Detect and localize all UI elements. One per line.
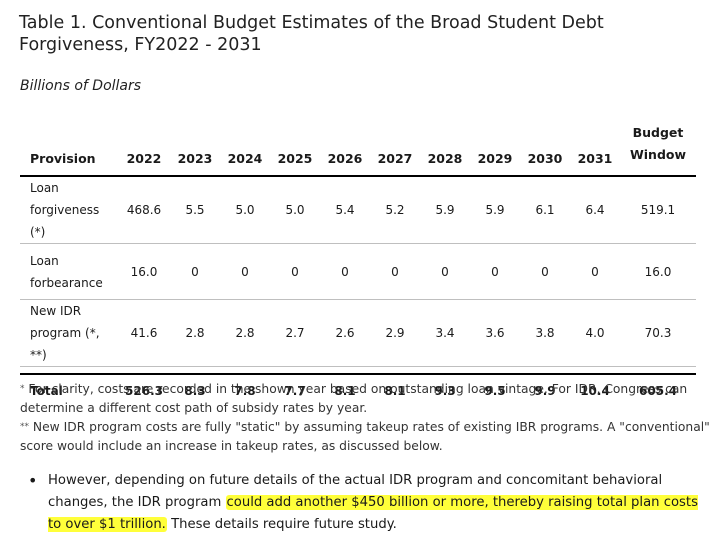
table-subtitle: Billions of Dollars: [20, 78, 142, 94]
cell-value: 3.4: [420, 299, 470, 367]
row-label-line2: forbearance: [30, 275, 103, 290]
cell-value: 0: [320, 243, 370, 300]
total-window-value: 605.4: [620, 373, 696, 407]
table-row: Loan forbearance 16.0 0 0 0 0 0 0 0 0 0 …: [20, 243, 696, 300]
total-value: 9.9: [520, 373, 570, 407]
cell-value: 5.2: [370, 176, 420, 244]
cell-value: 2.8: [170, 299, 220, 367]
spacer-cell: [20, 367, 696, 375]
row-label-line1: Loan: [30, 181, 59, 195]
total-row: Total 526.3 8.3 7.8 7.7 8.1 8.1 9.3 9.5 …: [20, 373, 696, 407]
cell-value: 3.6: [470, 299, 520, 367]
bullet-text: However, depending on future details of …: [48, 470, 708, 536]
cell-value: 6.4: [570, 176, 620, 244]
budget-window-header-line1: Budget: [632, 125, 684, 140]
footnote-2: ** New IDR program costs are fully "stat…: [20, 418, 710, 456]
total-value: 8.1: [320, 373, 370, 407]
row-label-line1: New IDR: [30, 304, 82, 318]
budget-table: Provision 2022 2023 2024 2025 2026 2027 …: [20, 122, 696, 407]
cell-value: 2.7: [270, 299, 320, 367]
row-label-line2: program (*, **): [30, 326, 100, 362]
footnote-text: New IDR program costs are fully "static"…: [20, 420, 710, 453]
cell-value: 0: [520, 243, 570, 300]
year-header: 2024: [220, 122, 270, 177]
total-value: 8.1: [370, 373, 420, 407]
bullet-marker: •: [28, 471, 38, 490]
cell-value: 2.8: [220, 299, 270, 367]
spacer-row: [20, 367, 696, 375]
table-row: New IDR program (*, **) 41.6 2.8 2.8 2.7…: [20, 299, 696, 367]
total-label: Total: [20, 373, 118, 407]
cell-value: 5.0: [220, 176, 270, 244]
cell-value: 0: [470, 243, 520, 300]
cell-value: 16.0: [118, 243, 170, 300]
total-value: 9.5: [470, 373, 520, 407]
year-header: 2023: [170, 122, 220, 177]
budget-window-header-line2: Window: [629, 147, 687, 162]
footnotes: * For clarity, costs are recorded in the…: [20, 380, 710, 456]
total-value: 7.8: [220, 373, 270, 407]
year-header: 2025: [270, 122, 320, 177]
total-value: 9.3: [420, 373, 470, 407]
row-label: New IDR program (*, **): [20, 299, 118, 367]
cell-value: 2.6: [320, 299, 370, 367]
year-header: 2027: [370, 122, 420, 177]
bullet-text-after: These details require future study.: [166, 517, 397, 532]
cell-value: 0: [370, 243, 420, 300]
cell-value: 5.5: [170, 176, 220, 244]
cell-value: 5.0: [270, 176, 320, 244]
cell-value: 4.0: [570, 299, 620, 367]
cell-value: 2.9: [370, 299, 420, 367]
cell-value: 0: [570, 243, 620, 300]
cell-value: 3.8: [520, 299, 570, 367]
table-title: Table 1. Conventional Budget Estimates o…: [19, 13, 604, 55]
year-header: 2031: [570, 122, 620, 177]
year-header: 2022: [118, 122, 170, 177]
cell-value: 0: [220, 243, 270, 300]
cell-value: 5.9: [420, 176, 470, 244]
total-value: 10.4: [570, 373, 620, 407]
cell-value: 6.1: [520, 176, 570, 244]
row-label-line1: Loan: [30, 253, 59, 268]
header-row: Provision 2022 2023 2024 2025 2026 2027 …: [20, 122, 696, 177]
row-label-line2: forgiveness (*): [30, 203, 100, 239]
cell-value: 5.9: [470, 176, 520, 244]
footnote-marker: **: [20, 422, 29, 432]
cell-value: 0: [420, 243, 470, 300]
cell-window-value: 519.1: [620, 176, 696, 244]
cell-value: 0: [270, 243, 320, 300]
footnote-marker: *: [20, 384, 25, 394]
cell-value: 41.6: [118, 299, 170, 367]
cell-value: 5.4: [320, 176, 370, 244]
cell-window-value: 70.3: [620, 299, 696, 367]
cell-value: 0: [170, 243, 220, 300]
provision-header: Provision: [20, 122, 118, 177]
bullet-point: • However, depending on future details o…: [28, 470, 708, 536]
total-value: 526.3: [118, 373, 170, 407]
footnote-1: * For clarity, costs are recorded in the…: [20, 380, 710, 418]
bullet-text-before: However, depending on future details of …: [48, 473, 663, 510]
budget-window-header: Budget Window: [620, 122, 696, 177]
cell-value: 468.6: [118, 176, 170, 244]
row-label: Loan forgiveness (*): [20, 176, 118, 244]
year-header: 2030: [520, 122, 570, 177]
year-header: 2026: [320, 122, 370, 177]
year-header: 2029: [470, 122, 520, 177]
footnote-text: For clarity, costs are recorded in the s…: [20, 382, 688, 415]
year-header: 2028: [420, 122, 470, 177]
table-row: Loan forgiveness (*) 468.6 5.5 5.0 5.0 5…: [20, 176, 696, 244]
total-value: 8.3: [170, 373, 220, 407]
total-value: 7.7: [270, 373, 320, 407]
row-label: Loan forbearance: [20, 243, 118, 300]
cell-window-value: 16.0: [620, 243, 696, 300]
